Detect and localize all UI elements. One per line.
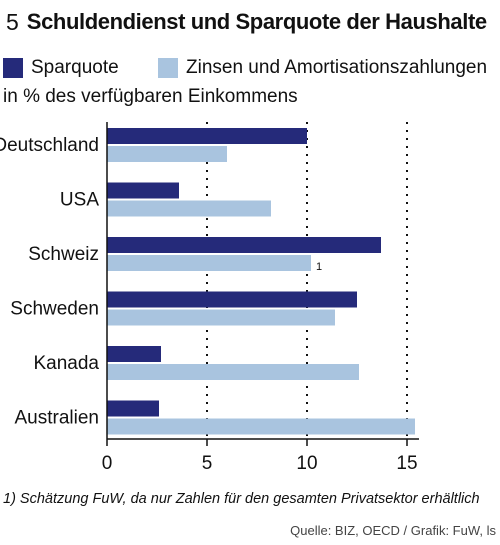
- x-tick-label-5: 5: [202, 453, 213, 474]
- category-label-kanada: Kanada: [33, 353, 99, 374]
- bar-zinsen-deutschland: [107, 146, 227, 162]
- bar-zinsen-australien: [107, 418, 415, 435]
- bar-sparquote-australien: [107, 400, 159, 417]
- x-tick-label-0: 0: [102, 453, 113, 474]
- category-label-schweiz: Schweiz: [28, 244, 99, 265]
- chart-title-row: 5 Schuldendienst und Sparquote der Haush…: [6, 2, 496, 42]
- bar-zinsen-schweiz: [107, 255, 311, 271]
- category-label-deutschland: Deutschland: [0, 135, 99, 156]
- category-label-usa: USA: [60, 190, 99, 211]
- bar-sparquote-kanada: [107, 346, 161, 362]
- annotation-footnote-marker: 1: [316, 261, 322, 273]
- x-tick-label-10: 10: [296, 453, 317, 474]
- chart-title: Schuldendienst und Sparquote der Haushal…: [26, 9, 487, 34]
- bar-zinsen-schweden: [107, 309, 335, 326]
- bar-sparquote-deutschland: [107, 128, 307, 144]
- bar-sparquote-usa: [107, 182, 179, 199]
- legend-label-sparquote: Sparquote: [31, 57, 119, 78]
- bar-zinsen-kanada: [107, 364, 359, 380]
- legend-swatch-sparquote: [3, 58, 23, 78]
- legend-item-sparquote: Sparquote: [3, 57, 119, 79]
- source-credit: Quelle: BIZ, OECD / Grafik: FuW, ls: [290, 523, 496, 538]
- chart-number: 5: [6, 8, 19, 35]
- bar-sparquote-schweiz: [107, 237, 381, 253]
- legend-swatch-zinsen: [158, 58, 178, 78]
- footnote: 1) Schätzung FuW, da nur Zahlen für den …: [3, 491, 480, 507]
- bar-zinsen-usa: [107, 200, 271, 217]
- bar-sparquote-schweden: [107, 291, 357, 308]
- x-tick-label-15: 15: [396, 453, 417, 474]
- legend: Sparquote Zinsen und Amortisationszahlun…: [0, 57, 500, 83]
- legend-item-zinsen: Zinsen und Amortisationszahlungen: [158, 57, 487, 79]
- bar-chart: Deutschland USA Schweiz Schweden Kanada Austr…: [0, 122, 419, 474]
- legend-label-zinsen: Zinsen und Amortisationszahlungen: [186, 57, 488, 78]
- category-label-schweden: Schweden: [10, 299, 99, 320]
- unit-label: in % des verfügbaren Einkommens: [3, 86, 298, 107]
- category-label-australien: Australien: [15, 408, 100, 429]
